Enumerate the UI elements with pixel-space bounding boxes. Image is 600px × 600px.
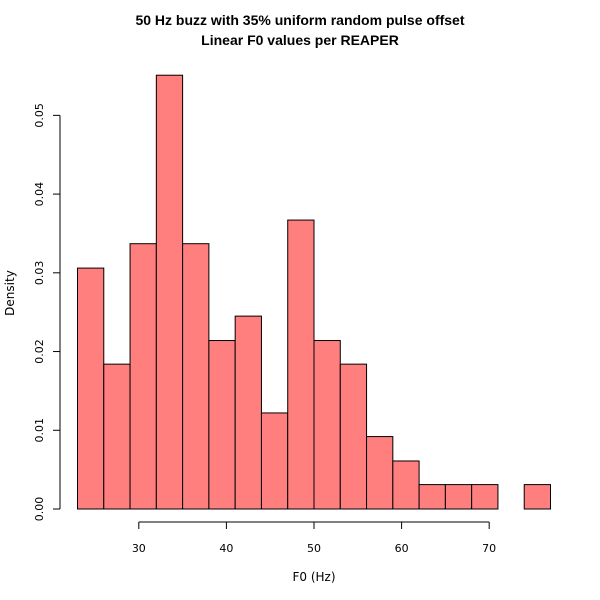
chart-subtitle: Linear F0 values per REAPER <box>201 32 399 48</box>
chart-title: 50 Hz buzz with 35% uniform random pulse… <box>135 12 464 28</box>
histogram-bar <box>339 363 368 510</box>
y-tick-label: 0.03 <box>33 261 46 286</box>
x-tick-label: 50 <box>307 542 321 555</box>
histogram-bar <box>103 363 131 510</box>
histogram-bar <box>523 484 552 510</box>
histogram-bar <box>418 484 446 510</box>
histogram-bar <box>155 74 184 510</box>
y-tick-label: 0.01 <box>33 418 46 443</box>
x-tick-label: 30 <box>132 542 146 555</box>
histogram-bar <box>77 267 105 510</box>
x-axis-label: F0 (Hz) <box>292 570 335 584</box>
y-tick-label: 0.02 <box>33 339 46 364</box>
histogram-bar <box>313 340 341 510</box>
x-axis: 30 40 50 60 70 <box>132 521 496 555</box>
histogram-bar <box>287 219 315 510</box>
y-tick-label: 0.04 <box>33 182 46 207</box>
bars-layer <box>77 74 552 510</box>
x-tick-label: 60 <box>395 542 409 555</box>
histogram-bar <box>129 243 157 510</box>
y-tick-label: 0.00 <box>33 497 46 522</box>
y-axis-label: Density <box>3 270 17 316</box>
histogram-bar <box>182 243 210 510</box>
histogram-bar <box>471 484 499 510</box>
x-tick-label: 70 <box>482 542 496 555</box>
histogram-bar <box>366 436 394 510</box>
histogram-bar <box>392 460 420 510</box>
y-axis: 0.00 0.01 0.02 0.03 0.04 0.05 <box>33 103 61 522</box>
histogram-bar <box>444 484 473 510</box>
y-tick-label: 0.05 <box>33 103 46 128</box>
histogram-bar <box>260 412 289 510</box>
x-tick-label: 40 <box>219 542 233 555</box>
histogram-bar <box>234 315 262 510</box>
histogram-bar <box>208 340 236 510</box>
